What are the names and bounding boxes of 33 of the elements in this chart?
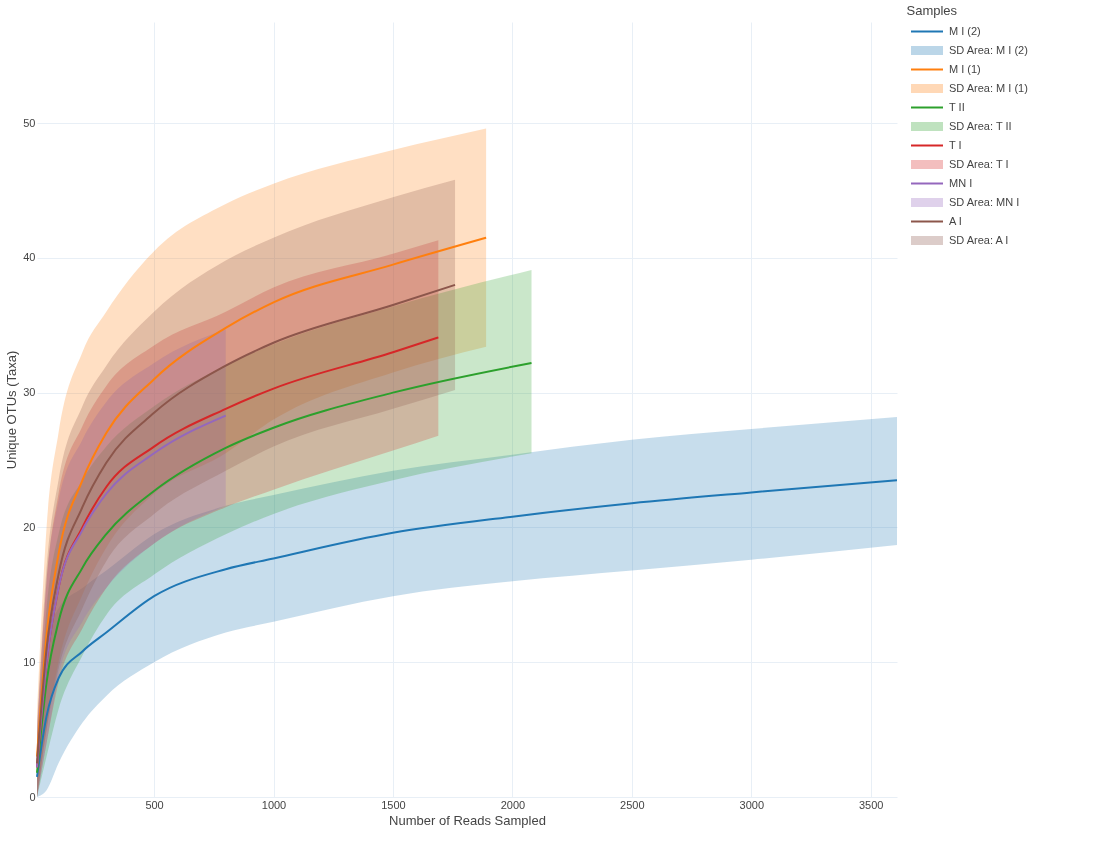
legend-label: M I (2) — [949, 24, 981, 37]
legend-label: SD Area: T I — [949, 157, 1009, 170]
legend-label: SD Area: T II — [949, 119, 1012, 132]
x-tick-label: 2000 — [500, 798, 526, 811]
y-tick-label: 50 — [23, 116, 36, 129]
y-tick-label: 20 — [23, 520, 36, 533]
x-tick-label: 3500 — [858, 798, 884, 811]
x-tick-label: 3000 — [739, 798, 765, 811]
legend-label: SD Area: MN I — [949, 195, 1020, 208]
legend-label: T II — [949, 100, 965, 113]
y-tick-label: 40 — [23, 251, 36, 264]
legend-label: SD Area: M I (2) — [949, 43, 1028, 56]
legend-label: MN I — [949, 176, 973, 189]
x-tick-label: 1000 — [261, 798, 287, 811]
line-series — [36, 283, 457, 765]
legend-label: M I (1) — [949, 62, 981, 75]
line-series — [36, 414, 227, 769]
legend-label: T I — [949, 138, 962, 151]
y-axis-title: Unique OTUs (Taxa) — [4, 350, 20, 470]
legend-label: A I — [949, 214, 962, 227]
x-tick-label: 2500 — [620, 798, 645, 811]
line-series — [36, 362, 533, 774]
line-series — [36, 236, 488, 758]
y-tick-label: 10 — [23, 655, 36, 668]
legend-title: Samples — [906, 3, 958, 18]
legend-label: SD Area: A I — [949, 233, 1009, 246]
x-tick-label: 1500 — [381, 798, 406, 811]
legend-label: SD Area: M I (1) — [949, 81, 1028, 94]
x-axis-title: Number of Reads Sampled — [389, 812, 546, 828]
x-tick-label: 500 — [145, 798, 164, 811]
line-series — [36, 479, 898, 778]
y-tick-label: 0 — [29, 790, 36, 803]
y-tick-label: 30 — [23, 386, 36, 399]
